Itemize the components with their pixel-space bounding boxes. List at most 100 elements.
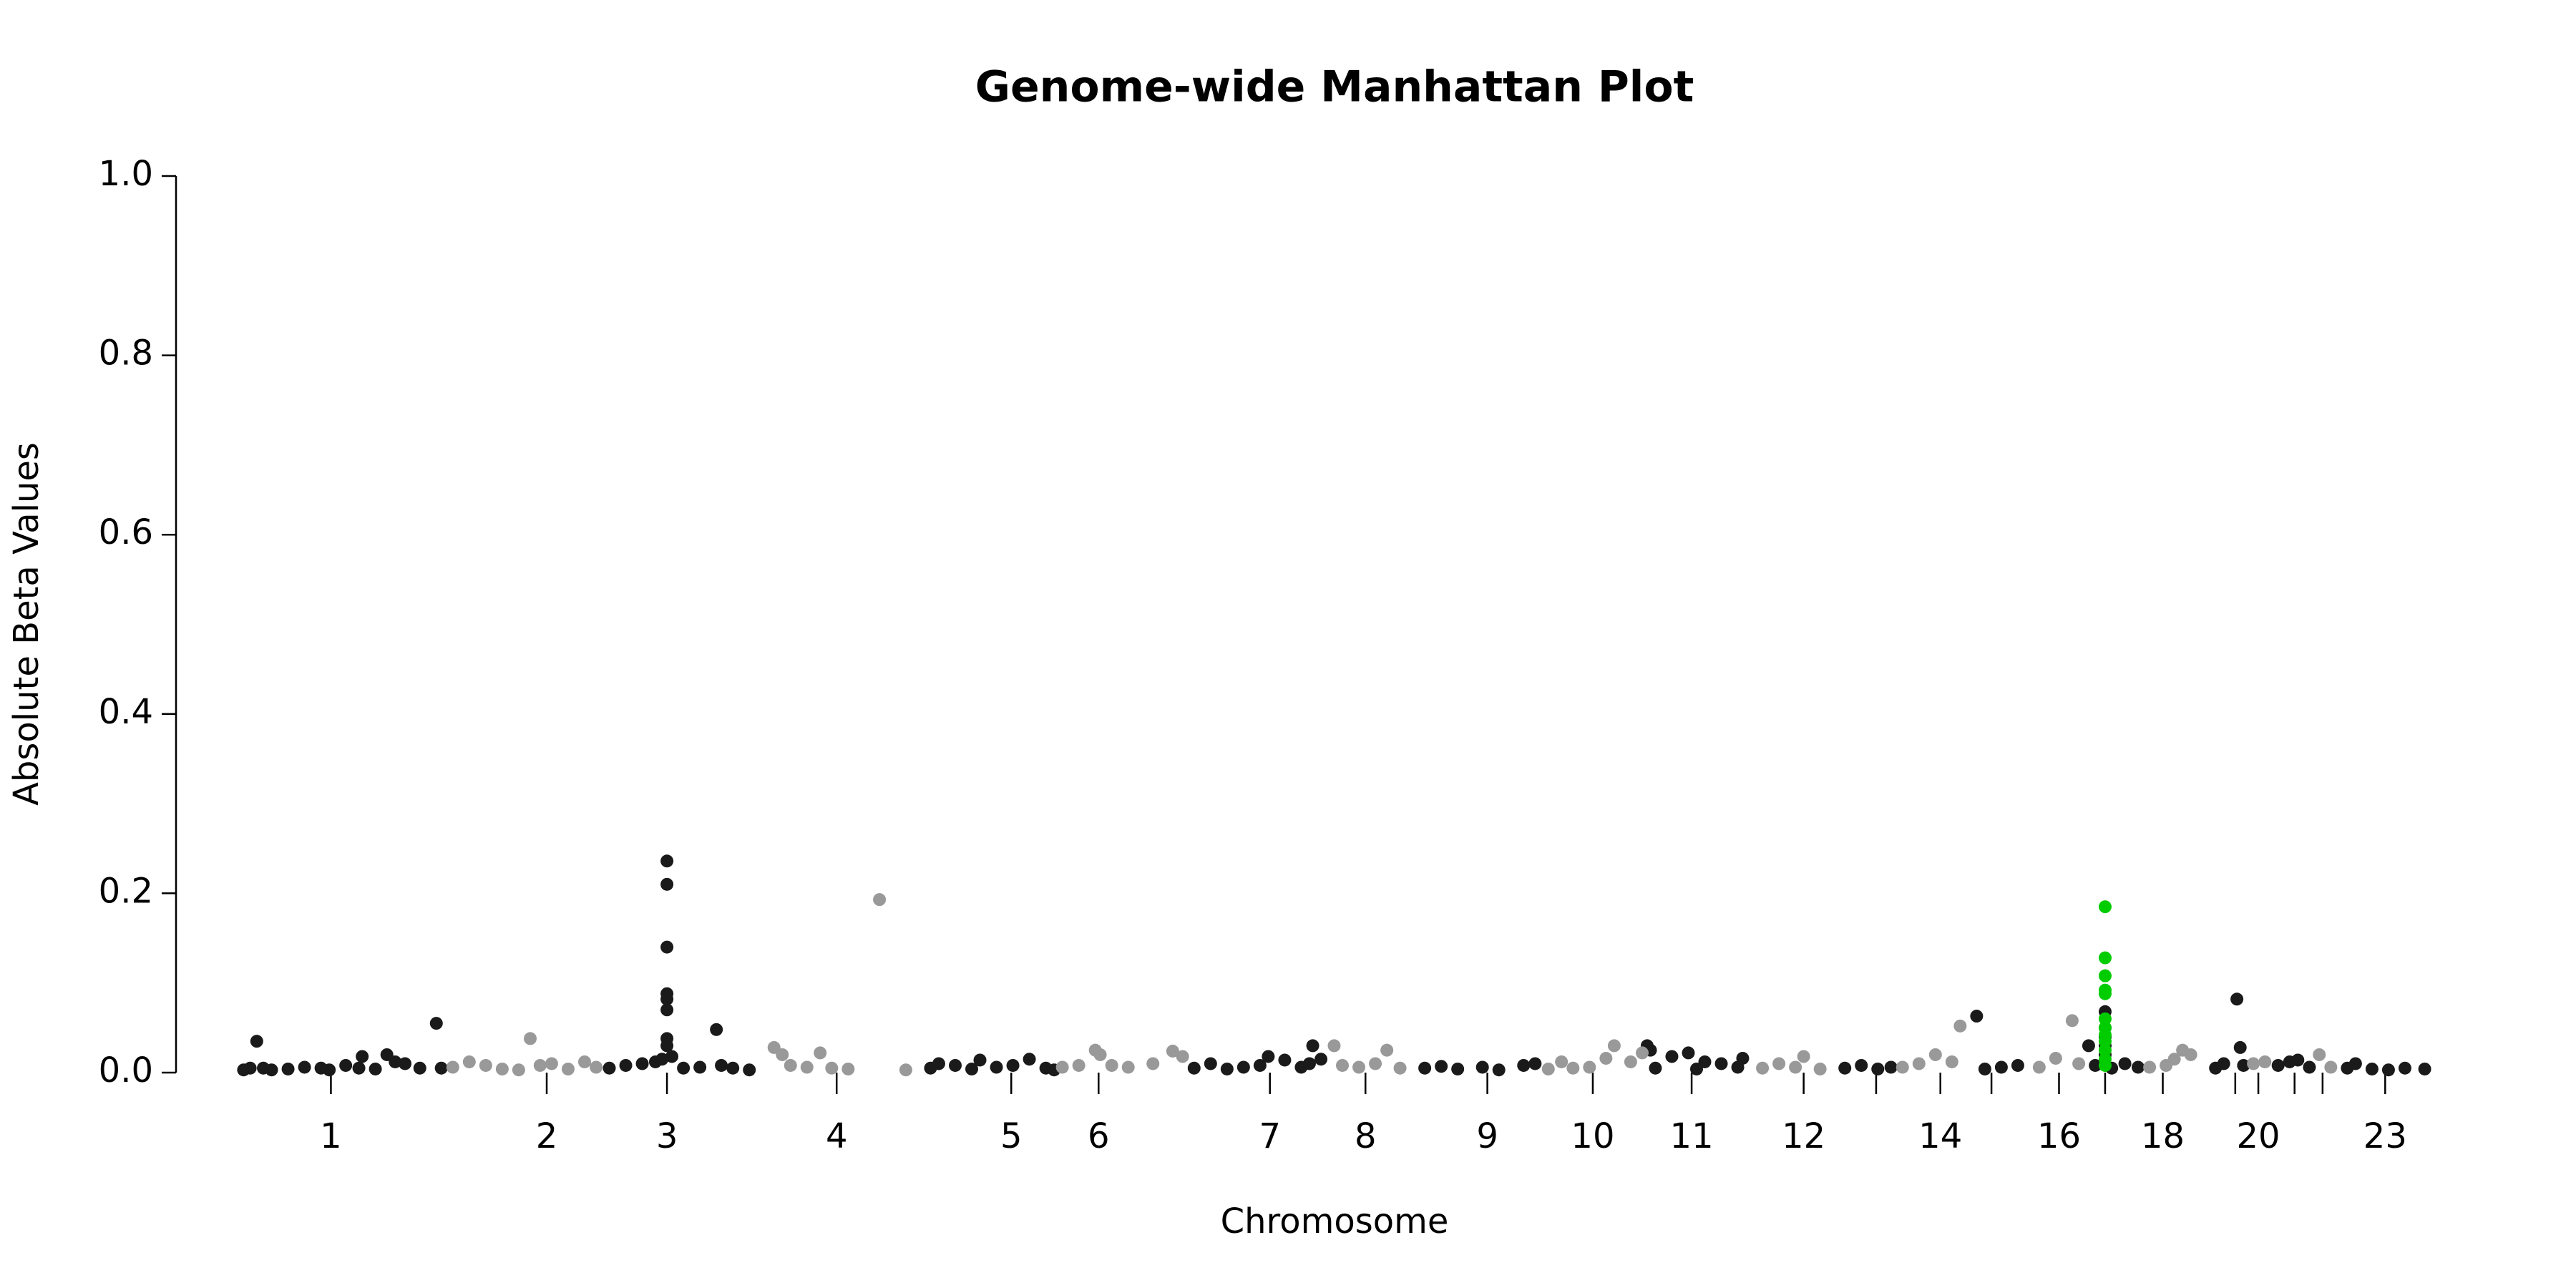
point xyxy=(2247,1057,2260,1070)
point xyxy=(1945,1055,1958,1068)
point xyxy=(2167,1053,2181,1066)
point xyxy=(1302,1057,1316,1070)
point xyxy=(899,1063,912,1077)
point xyxy=(1682,1046,1695,1060)
point xyxy=(1492,1063,1506,1077)
point xyxy=(660,1039,674,1053)
x-tick-label: 1 xyxy=(320,1116,342,1156)
point xyxy=(2313,1048,2326,1061)
x-tick-label: 23 xyxy=(2363,1116,2407,1156)
point xyxy=(1176,1050,1189,1063)
point xyxy=(2184,1048,2197,1061)
point xyxy=(2291,1053,2305,1067)
point xyxy=(1435,1060,1448,1073)
point xyxy=(726,1061,740,1075)
y-tick-label: 0.6 xyxy=(99,512,153,552)
point xyxy=(1393,1061,1407,1075)
point xyxy=(1871,1062,1885,1075)
point xyxy=(2098,1035,2112,1048)
point xyxy=(635,1057,649,1070)
point xyxy=(660,854,674,868)
point xyxy=(2143,1060,2157,1074)
point xyxy=(1253,1058,1267,1072)
point xyxy=(1797,1050,1810,1063)
point xyxy=(1006,1058,1020,1072)
point xyxy=(389,1055,402,1068)
point xyxy=(1953,1019,1967,1033)
x-tick-label: 11 xyxy=(1670,1116,1714,1156)
point xyxy=(1121,1060,1135,1074)
y-tick-label: 0.0 xyxy=(99,1050,153,1091)
point xyxy=(1607,1039,1621,1053)
point xyxy=(1528,1057,1542,1070)
point xyxy=(990,1060,1003,1074)
chart-title: Genome-wide Manhattan Plot xyxy=(975,62,1694,112)
point xyxy=(1599,1051,1613,1065)
point xyxy=(1418,1061,1432,1075)
point xyxy=(1912,1057,1926,1070)
point xyxy=(1055,1060,1069,1074)
x-tick-label: 2 xyxy=(536,1116,558,1156)
point xyxy=(434,1061,448,1075)
y-tick-label: 0.4 xyxy=(99,692,153,732)
point xyxy=(1756,1061,1770,1075)
point xyxy=(602,1061,616,1075)
point xyxy=(2082,1039,2095,1053)
x-axis-label: Chromosome xyxy=(1221,1201,1449,1241)
point xyxy=(2098,1012,2112,1025)
x-tick-label: 4 xyxy=(826,1116,848,1156)
point xyxy=(1262,1050,1275,1063)
point xyxy=(512,1063,525,1077)
point xyxy=(429,1017,443,1030)
point xyxy=(1306,1039,1319,1053)
point xyxy=(1220,1062,1234,1075)
point xyxy=(1093,1048,1107,1061)
point xyxy=(2098,1043,2112,1057)
point xyxy=(1813,1062,1827,1075)
point xyxy=(265,1063,278,1077)
point xyxy=(2065,1014,2079,1028)
point xyxy=(2098,900,2112,914)
point xyxy=(1204,1057,1217,1070)
point xyxy=(2233,1040,2247,1054)
point xyxy=(1327,1039,1341,1053)
y-tick-label: 0.2 xyxy=(99,871,153,911)
x-tick-label: 10 xyxy=(1571,1116,1614,1156)
point xyxy=(1970,1010,1984,1023)
point xyxy=(743,1063,756,1077)
point xyxy=(2381,1063,2395,1077)
point xyxy=(1566,1061,1580,1075)
point xyxy=(462,1055,476,1068)
point xyxy=(1517,1058,1531,1072)
point xyxy=(932,1057,945,1070)
point xyxy=(533,1058,547,1072)
point xyxy=(1772,1057,1786,1070)
point xyxy=(948,1058,962,1072)
point xyxy=(243,1061,257,1075)
point xyxy=(1855,1058,1868,1072)
point xyxy=(619,1058,633,1072)
point xyxy=(2072,1057,2086,1070)
point xyxy=(710,1023,723,1036)
point xyxy=(2098,969,2112,982)
point xyxy=(479,1058,492,1072)
point xyxy=(660,1003,674,1017)
point xyxy=(1072,1058,1085,1072)
point xyxy=(660,877,674,891)
point xyxy=(446,1060,459,1074)
point xyxy=(339,1058,353,1072)
point xyxy=(1380,1043,1394,1057)
y-tick-label: 0.8 xyxy=(99,333,153,374)
point xyxy=(1838,1061,1852,1075)
point xyxy=(399,1057,412,1070)
point xyxy=(660,992,674,1006)
x-tick-label: 8 xyxy=(1355,1116,1377,1156)
x-tick-label: 5 xyxy=(1000,1116,1023,1156)
x-tick-label: 18 xyxy=(2141,1116,2185,1156)
x-tick-label: 16 xyxy=(2037,1116,2081,1156)
point xyxy=(1698,1055,1712,1068)
point xyxy=(352,1061,366,1075)
point xyxy=(298,1060,311,1074)
point xyxy=(369,1062,382,1075)
